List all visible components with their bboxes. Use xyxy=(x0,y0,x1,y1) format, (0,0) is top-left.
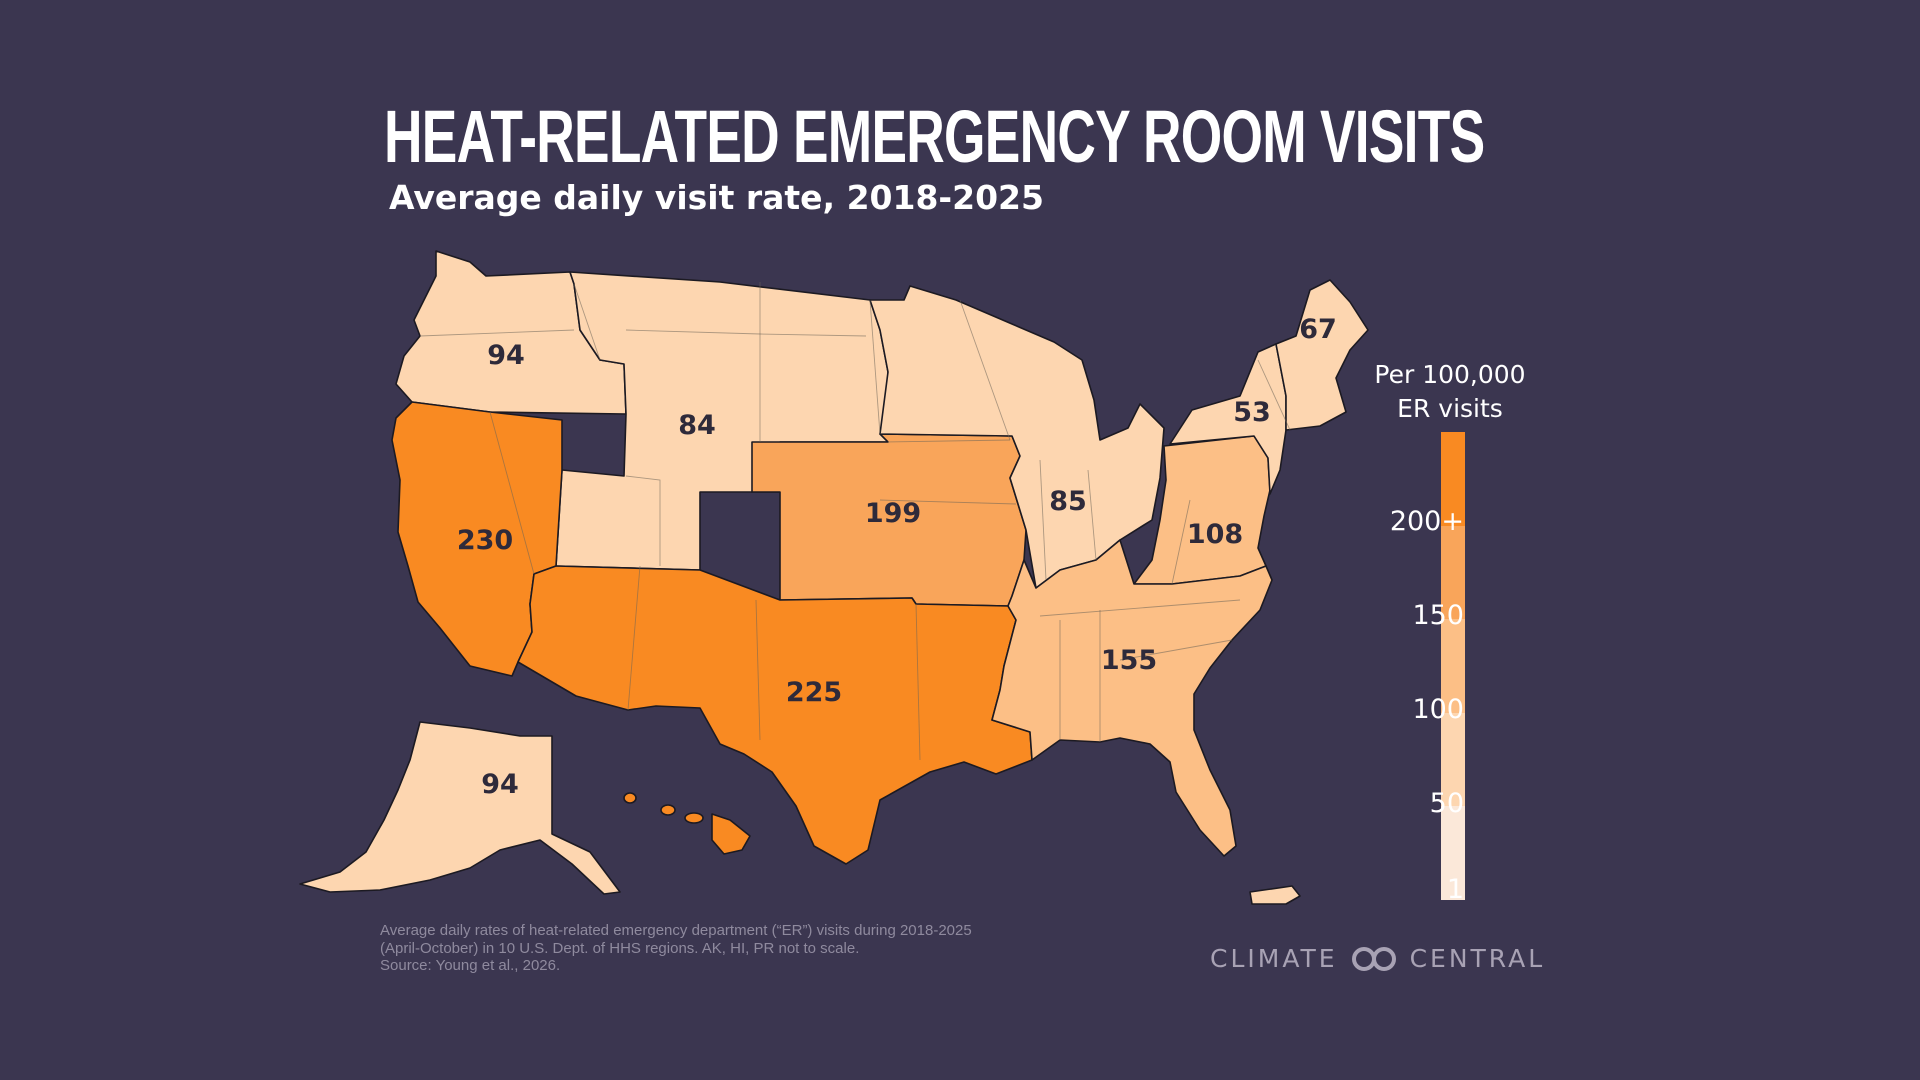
label-mid-atlantic: 108 xyxy=(1187,519,1243,550)
label-south-central: 225 xyxy=(786,677,842,708)
legend-title: Per 100,000 ER visits xyxy=(1374,360,1526,423)
hawaii-island-maui xyxy=(684,812,704,824)
legend-color-bar xyxy=(1441,432,1465,900)
map-title: HEAT-RELATED EMERGENCY ROOM VISITS xyxy=(384,95,1485,178)
legend-swatch-50-100 xyxy=(1441,712,1465,807)
region-alaska xyxy=(299,721,621,895)
footnote: Average daily rates of heat-related emer… xyxy=(380,922,972,974)
legend-tick-150: 150 xyxy=(1412,600,1464,631)
region-south-central xyxy=(517,565,1033,865)
hawaii-island-oahu xyxy=(660,804,676,816)
climate-central-logo-icon xyxy=(1351,946,1396,971)
label-pacific: 230 xyxy=(457,525,513,556)
region-pacific xyxy=(391,401,563,677)
label-alaska: 94 xyxy=(481,769,519,800)
legend-tick-50: 50 xyxy=(1429,788,1464,819)
label-great-lakes: 85 xyxy=(1049,486,1087,517)
legend-tick-1: 1 xyxy=(1446,874,1464,905)
hawaii-island-kauai xyxy=(623,792,637,804)
legend-swatch-100-150 xyxy=(1441,619,1465,713)
state-borders xyxy=(419,282,1291,761)
legend-tick-200plus: 200+ xyxy=(1389,506,1464,537)
region-hawaii xyxy=(711,813,751,855)
label-central: 199 xyxy=(865,498,921,529)
legend-swatch-150-200 xyxy=(1441,525,1465,620)
map-subtitle: Average daily visit rate, 2018-2025 xyxy=(389,178,1044,217)
label-new-york: 53 xyxy=(1233,397,1271,428)
region-great-lakes xyxy=(869,285,1165,589)
legend-tick-100: 100 xyxy=(1412,694,1464,725)
label-new-england: 67 xyxy=(1299,314,1337,345)
region-southeast xyxy=(991,539,1273,857)
climate-central-logo: CLIMATE CENTRAL xyxy=(1210,944,1546,973)
label-mountain: 84 xyxy=(678,410,716,441)
region-new-england xyxy=(1275,279,1369,431)
legend-swatch-1-50 xyxy=(1441,806,1465,900)
label-northwest: 94 xyxy=(487,340,525,371)
label-southeast: 155 xyxy=(1101,645,1157,676)
legend-swatch-200plus xyxy=(1441,432,1465,526)
region-puerto-rico xyxy=(1249,885,1301,905)
